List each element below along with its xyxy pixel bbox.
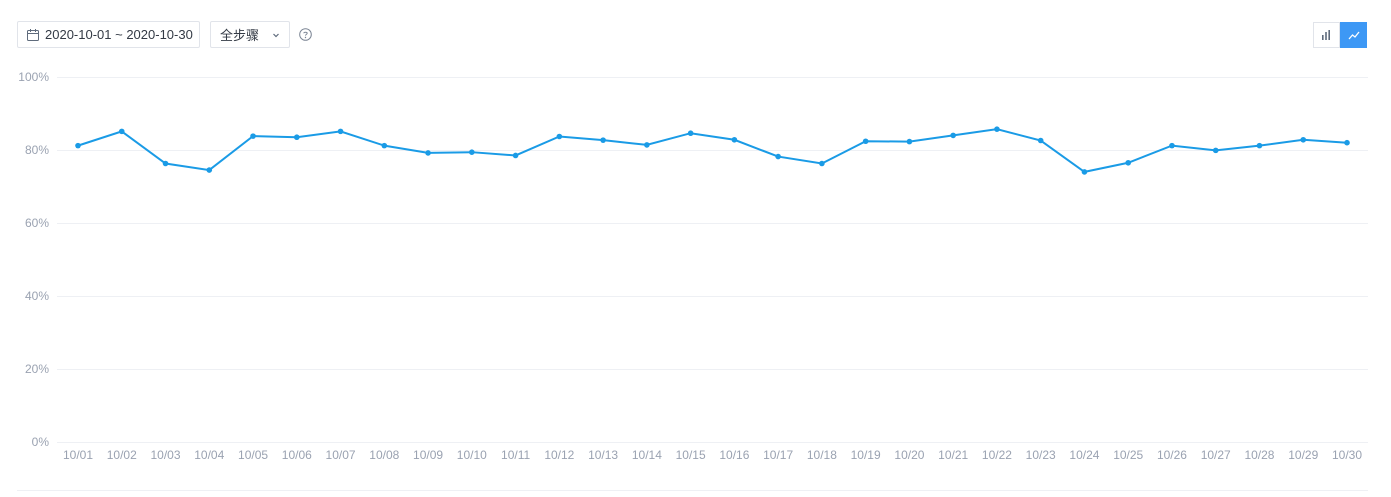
x-tick-label: 10/18 (807, 448, 837, 462)
x-tick-label: 10/26 (1157, 448, 1187, 462)
date-range-picker[interactable]: 2020-10-01 ~ 2020-10-30 (17, 21, 200, 48)
x-tick-label: 10/08 (369, 448, 399, 462)
x-tick-label: 10/20 (894, 448, 924, 462)
question-circle-icon[interactable] (299, 28, 312, 41)
x-axis-ticks: 10/01 10/02 10/03 10/04 10/05 10/06 10/07 10/08… (63, 448, 1362, 462)
data-point[interactable] (75, 142, 81, 149)
data-point[interactable] (994, 126, 1000, 132)
x-tick-label: 10/05 (238, 448, 268, 462)
x-tick-label: 10/02 (107, 448, 137, 462)
data-point[interactable] (556, 133, 563, 140)
x-tick-label: 10/11 (501, 448, 530, 462)
data-point[interactable] (118, 128, 125, 135)
x-tick-label: 10/23 (1026, 448, 1056, 462)
data-point[interactable] (381, 142, 388, 149)
x-tick-label: 10/25 (1113, 448, 1143, 462)
x-tick-label: 10/28 (1244, 448, 1274, 462)
x-tick-label: 10/03 (151, 448, 181, 462)
data-point[interactable] (250, 133, 256, 139)
line-chart-icon (1348, 31, 1360, 40)
data-point[interactable] (731, 136, 738, 143)
data-point[interactable] (1081, 169, 1088, 175)
bar-chart-icon (1321, 30, 1330, 40)
y-tick-label: 80% (25, 143, 49, 157)
data-point[interactable] (862, 138, 869, 145)
data-point[interactable] (687, 130, 694, 137)
line-chart: 0% 20% 40% 60% 80% 100% 10/01 10/02 10/03 10/04 1… (0, 60, 1391, 492)
x-tick-label: 10/15 (676, 448, 706, 462)
x-tick-label: 10/29 (1288, 448, 1318, 462)
data-point[interactable] (1344, 139, 1350, 146)
x-tick-label: 10/13 (588, 448, 618, 462)
data-point[interactable] (293, 134, 300, 141)
y-tick-label: 0% (32, 435, 50, 449)
data-point[interactable] (819, 160, 825, 167)
x-tick-label: 10/17 (763, 448, 793, 462)
data-point[interactable] (950, 132, 956, 139)
y-tick-label: 100% (18, 70, 49, 84)
data-point[interactable] (1212, 147, 1219, 154)
data-point[interactable] (1256, 142, 1263, 149)
series-points (75, 126, 1350, 175)
x-tick-label: 10/07 (326, 448, 356, 462)
data-point[interactable] (425, 150, 431, 156)
x-tick-label: 10/30 (1332, 448, 1362, 462)
data-point[interactable] (1300, 136, 1307, 143)
line-chart-canvas: 0%20%40%60%80%100% 10/01 10/02 10/03 10/04 1… (17, 70, 1368, 491)
data-point[interactable] (1125, 159, 1132, 166)
data-point[interactable] (337, 128, 344, 135)
x-tick-label: 10/16 (719, 448, 749, 462)
x-tick-label: 10/06 (282, 448, 312, 462)
x-tick-label: 10/21 (938, 448, 968, 462)
x-tick-label: 10/14 (632, 448, 662, 462)
x-tick-label: 10/01 (63, 448, 93, 462)
data-point[interactable] (469, 149, 475, 155)
x-tick-label: 10/27 (1201, 448, 1231, 462)
series-line (77, 128, 1348, 173)
step-select[interactable]: 全步骤 (210, 21, 290, 48)
data-point[interactable] (1037, 137, 1044, 144)
data-point[interactable] (512, 152, 519, 159)
calendar-icon (27, 28, 39, 41)
data-point[interactable] (206, 167, 213, 173)
x-tick-label: 10/12 (544, 448, 574, 462)
chart-toolbar: 2020-10-01 ~ 2020-10-30 全步骤 (0, 0, 1391, 60)
data-point[interactable] (644, 142, 650, 148)
grid-lines (17, 77, 1368, 491)
data-point[interactable] (906, 138, 913, 145)
data-point[interactable] (162, 160, 169, 167)
date-range-value: 2020-10-01 ~ 2020-10-30 (45, 27, 193, 42)
data-point[interactable] (1169, 142, 1175, 149)
step-select-value: 全步骤 (220, 28, 260, 43)
data-point[interactable] (775, 153, 781, 160)
chevron-down-icon (273, 33, 279, 38)
x-tick-label: 10/09 (413, 448, 443, 462)
y-tick-label: 60% (25, 216, 49, 230)
y-tick-label: 40% (25, 289, 49, 303)
x-tick-label: 10/04 (194, 448, 224, 462)
x-tick-label: 10/24 (1069, 448, 1099, 462)
x-tick-label: 10/19 (851, 448, 881, 462)
chart-view-toggle (1313, 22, 1368, 48)
x-tick-label: 10/10 (457, 448, 487, 462)
data-point[interactable] (600, 137, 606, 143)
x-tick-label: 10/22 (982, 448, 1012, 462)
y-tick-label: 20% (25, 362, 49, 376)
line-view-button[interactable] (1340, 22, 1367, 48)
y-axis-ticks: 0% 20% 40% 60% 80% 100% (18, 70, 49, 449)
bar-view-button[interactable] (1313, 22, 1340, 48)
